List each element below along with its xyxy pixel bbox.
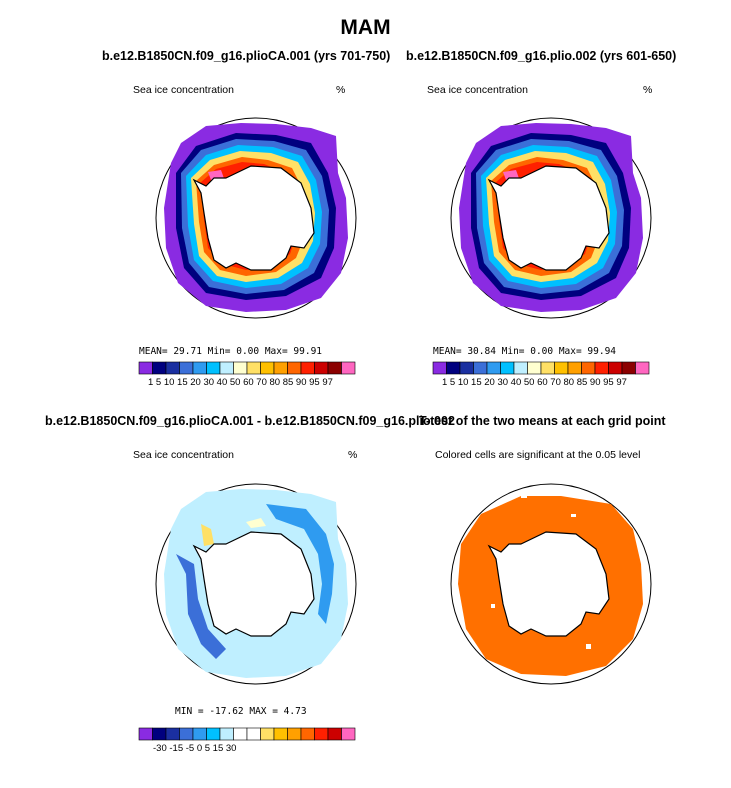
- colorbar-swatch: [473, 361, 488, 375]
- panel2-colorbar-ticks: 1 5 10 15 20 30 40 50 60 70 80 85 90 95 …: [442, 377, 627, 388]
- colorbar-swatch: [608, 361, 623, 375]
- panel3-title: b.e12.B1850CN.f09_g16.plioCA.001 - b.e12…: [45, 414, 455, 428]
- colorbar-swatch: [206, 361, 221, 375]
- panel3-variable-label: Sea ice concentration: [133, 449, 234, 461]
- figure-title: MAM: [340, 16, 391, 39]
- colorbar-swatch: [273, 361, 288, 375]
- colorbar-swatch: [513, 361, 528, 375]
- colorbar-swatch: [314, 361, 329, 375]
- colorbar-swatch: [152, 361, 167, 375]
- colorbar-swatch: [581, 361, 596, 375]
- colorbar-swatch: [527, 361, 542, 375]
- panel2-units-label: %: [643, 84, 653, 96]
- colorbar-swatch: [138, 361, 153, 375]
- colorbar-swatch: [152, 727, 167, 741]
- panel4-map: [450, 483, 652, 685]
- colorbar-swatch: [246, 727, 261, 741]
- panel1-map: [155, 117, 357, 319]
- colorbar-swatch: [594, 361, 609, 375]
- panel2-antarctica: [487, 165, 610, 271]
- colorbar-swatch: [500, 361, 515, 375]
- panel2-title: b.e12.B1850CN.f09_g16.plio.002 (yrs 601-…: [406, 49, 677, 63]
- colorbar-swatch: [260, 361, 275, 375]
- colorbar-swatch: [300, 727, 315, 741]
- colorbar-swatch: [179, 361, 194, 375]
- colorbar-swatch: [138, 727, 153, 741]
- colorbar-swatch: [432, 361, 447, 375]
- colorbar-swatch: [233, 361, 248, 375]
- colorbar-swatch: [287, 727, 302, 741]
- colorbar-swatch: [246, 361, 261, 375]
- colorbar-swatch: [341, 727, 356, 741]
- colorbar-swatch: [192, 361, 207, 375]
- colorbar-swatch: [233, 727, 248, 741]
- colorbar-swatch: [219, 361, 234, 375]
- panel3-antarctica: [192, 531, 315, 637]
- panel3-colorbar-ticks: -30 -15 -5 0 5 15 30: [153, 743, 237, 754]
- panel1-colorbar-ticks: 1 5 10 15 20 30 40 50 60 70 80 85 90 95 …: [148, 377, 333, 388]
- colorbar-swatch: [300, 361, 315, 375]
- panel1-stats: MEAN= 29.71 Min= 0.00 Max= 99.91: [139, 346, 323, 357]
- colorbar-swatch: [327, 727, 342, 741]
- colorbar-swatch: [567, 361, 582, 375]
- panel1-title: b.e12.B1850CN.f09_g16.plioCA.001 (yrs 70…: [102, 49, 391, 63]
- panel1-antarctica: [192, 165, 315, 271]
- colorbar-swatch: [165, 727, 180, 741]
- panel1-units-label: %: [336, 84, 346, 96]
- panel2-stats: MEAN= 30.84 Min= 0.00 Max= 99.94: [433, 346, 617, 357]
- colorbar-swatch: [287, 361, 302, 375]
- panel3-units-label: %: [348, 449, 358, 461]
- panel2-map: [450, 117, 652, 319]
- panel3-map: [155, 483, 357, 685]
- colorbar-swatch: [327, 361, 342, 375]
- panel4-antarctica: [487, 531, 610, 637]
- panel1-colorbar: [138, 361, 356, 375]
- colorbar-swatch: [621, 361, 636, 375]
- colorbar-swatch: [260, 727, 275, 741]
- colorbar-swatch: [554, 361, 569, 375]
- colorbar-swatch: [341, 361, 356, 375]
- colorbar-swatch: [446, 361, 461, 375]
- panel3-stats: MIN = -17.62 MAX = 4.73: [175, 706, 307, 717]
- panel2-colorbar: [432, 361, 650, 375]
- colorbar-swatch: [635, 361, 650, 375]
- colorbar-swatch: [206, 727, 221, 741]
- colorbar-swatch: [314, 727, 329, 741]
- colorbar-swatch: [219, 727, 234, 741]
- panel4-subtitle: Colored cells are significant at the 0.0…: [435, 449, 641, 461]
- colorbar-swatch: [459, 361, 474, 375]
- colorbar-swatch: [179, 727, 194, 741]
- panel1-variable-label: Sea ice concentration: [133, 84, 234, 96]
- panel2-variable-label: Sea ice concentration: [427, 84, 528, 96]
- colorbar-swatch: [540, 361, 555, 375]
- colorbar-swatch: [165, 361, 180, 375]
- panel3-colorbar: [138, 727, 356, 741]
- colorbar-swatch: [273, 727, 288, 741]
- colorbar-swatch: [486, 361, 501, 375]
- panel4-title: T-test of the two means at each grid poi…: [419, 414, 666, 428]
- colorbar-swatch: [192, 727, 207, 741]
